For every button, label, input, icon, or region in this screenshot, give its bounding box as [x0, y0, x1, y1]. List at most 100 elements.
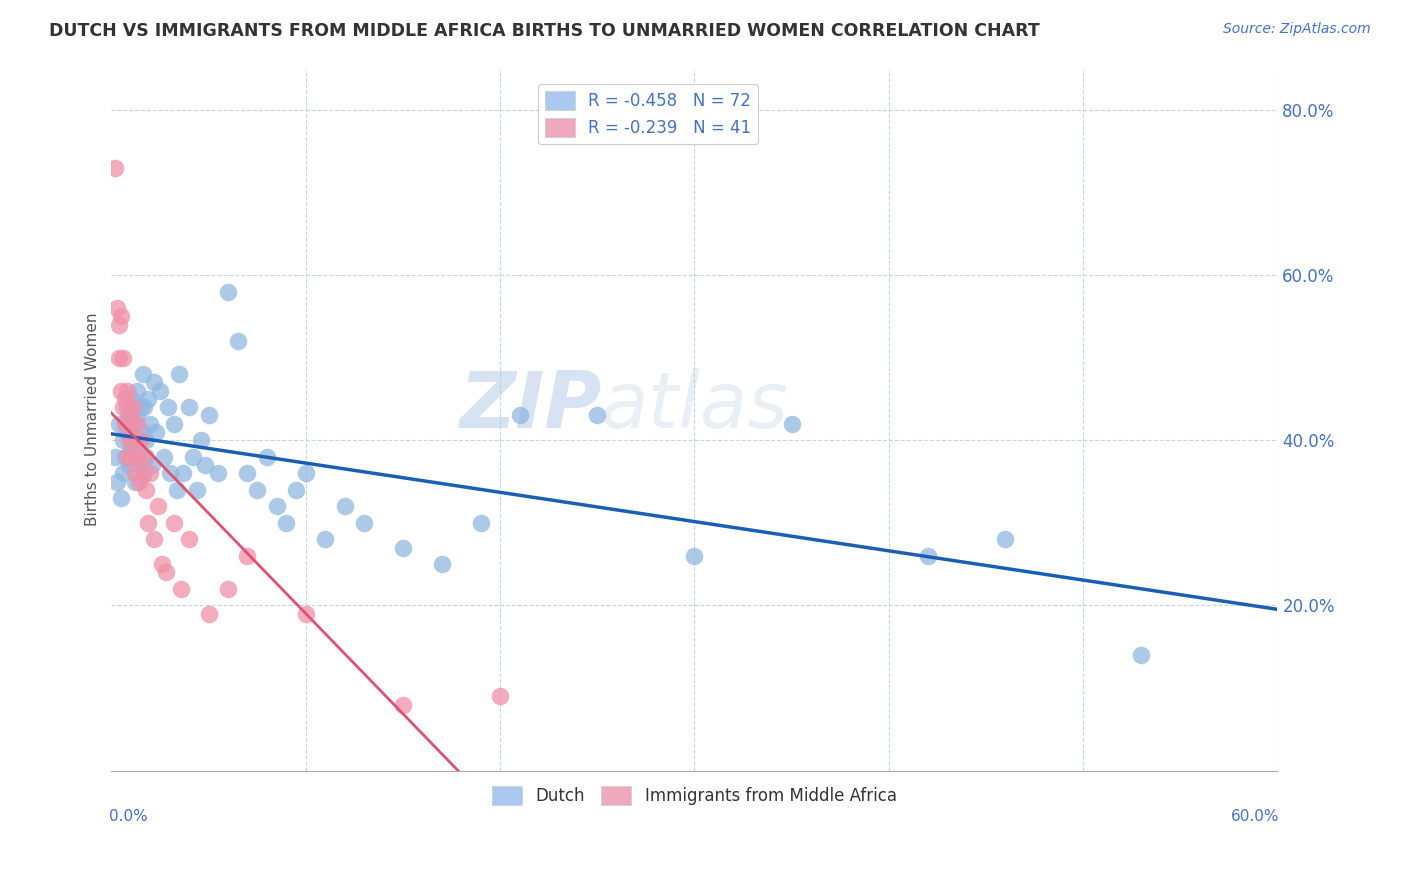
Point	[153, 450, 176, 464]
Point	[139, 417, 162, 431]
Point	[294, 467, 316, 481]
Point	[143, 533, 166, 547]
Point	[115, 425, 138, 439]
Point	[129, 434, 152, 448]
Point	[194, 458, 217, 472]
Point	[118, 409, 141, 423]
Point	[141, 458, 163, 472]
Text: atlas: atlas	[602, 368, 789, 443]
Point	[138, 516, 160, 530]
Point	[121, 450, 143, 464]
Point	[143, 376, 166, 390]
Point	[162, 516, 184, 530]
Point	[131, 367, 153, 381]
Point	[217, 582, 239, 596]
Point	[112, 467, 135, 481]
Point	[134, 450, 156, 464]
Point	[112, 401, 135, 415]
Point	[586, 409, 609, 423]
Point	[197, 607, 219, 621]
Point	[266, 500, 288, 514]
Point	[470, 516, 492, 530]
Point	[110, 491, 132, 505]
Text: DUTCH VS IMMIGRANTS FROM MIDDLE AFRICA BIRTHS TO UNMARRIED WOMEN CORRELATION CHA: DUTCH VS IMMIGRANTS FROM MIDDLE AFRICA B…	[49, 22, 1040, 40]
Point	[155, 566, 177, 580]
Point	[139, 467, 162, 481]
Point	[145, 425, 167, 439]
Point	[121, 401, 143, 415]
Point	[169, 367, 191, 381]
Text: 0.0%: 0.0%	[110, 809, 148, 824]
Point	[179, 401, 201, 415]
Point	[285, 483, 308, 497]
Point	[121, 434, 143, 448]
Point	[170, 582, 193, 596]
Point	[430, 557, 453, 571]
Point	[392, 698, 415, 712]
Point	[683, 549, 706, 563]
Point	[994, 533, 1017, 547]
Point	[138, 392, 160, 406]
Point	[118, 434, 141, 448]
Point	[104, 161, 127, 175]
Point	[125, 417, 148, 431]
Point	[120, 417, 142, 431]
Point	[181, 450, 204, 464]
Point	[129, 458, 152, 472]
Point	[149, 384, 172, 398]
Point	[179, 533, 201, 547]
Point	[256, 450, 278, 464]
Point	[333, 500, 356, 514]
Point	[124, 434, 146, 448]
Point	[917, 549, 939, 563]
Point	[353, 516, 375, 530]
Text: ZIP: ZIP	[458, 368, 602, 443]
Point	[207, 467, 229, 481]
Point	[236, 549, 259, 563]
Point	[489, 690, 512, 704]
Point	[172, 467, 194, 481]
Point	[294, 607, 316, 621]
Point	[1130, 648, 1153, 662]
Point	[134, 467, 156, 481]
Point	[217, 285, 239, 299]
Point	[108, 351, 131, 365]
Point	[118, 458, 141, 472]
Point	[128, 475, 150, 489]
Point	[114, 392, 136, 406]
Point	[110, 310, 132, 324]
Point	[115, 450, 138, 464]
Text: 60.0%: 60.0%	[1232, 809, 1279, 824]
Point	[190, 434, 212, 448]
Point	[135, 450, 157, 464]
Point	[105, 301, 128, 315]
Point	[118, 409, 141, 423]
Point	[120, 392, 142, 406]
Point	[146, 500, 169, 514]
Point	[150, 557, 173, 571]
Point	[156, 401, 179, 415]
Point	[108, 417, 131, 431]
Point	[110, 384, 132, 398]
Point	[112, 434, 135, 448]
Y-axis label: Births to Unmarried Women: Births to Unmarried Women	[86, 313, 100, 526]
Point	[125, 384, 148, 398]
Point	[392, 541, 415, 555]
Point	[135, 483, 157, 497]
Point	[314, 533, 336, 547]
Point	[104, 450, 127, 464]
Point	[114, 417, 136, 431]
Point	[115, 401, 138, 415]
Point	[128, 434, 150, 448]
Point	[105, 475, 128, 489]
Point	[124, 467, 146, 481]
Point	[128, 450, 150, 464]
Point	[129, 401, 152, 415]
Point	[780, 417, 803, 431]
Point	[162, 417, 184, 431]
Point	[108, 318, 131, 332]
Legend: Dutch, Immigrants from Middle Africa: Dutch, Immigrants from Middle Africa	[485, 779, 904, 812]
Text: Source: ZipAtlas.com: Source: ZipAtlas.com	[1223, 22, 1371, 37]
Point	[120, 450, 142, 464]
Point	[131, 467, 153, 481]
